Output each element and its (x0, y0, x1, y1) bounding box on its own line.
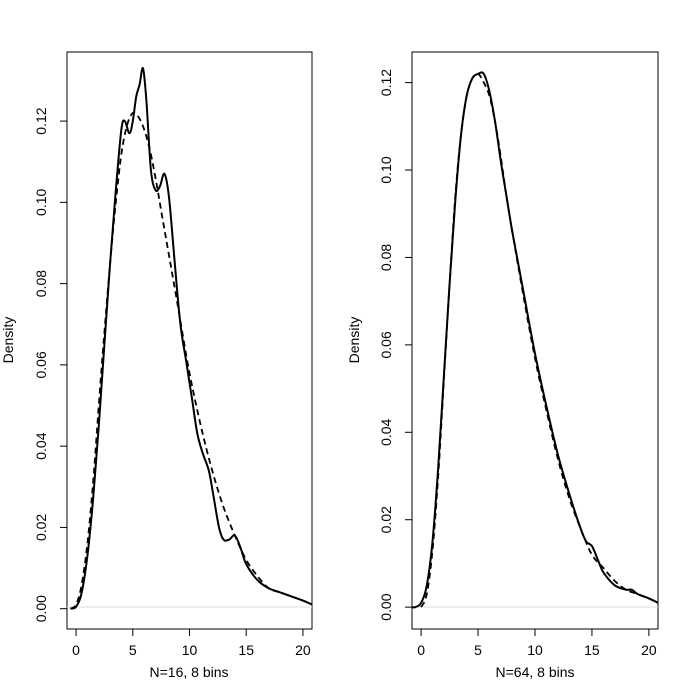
fitted-density-curve (69, 111, 313, 610)
y-tick-label: 0.00 (378, 593, 394, 620)
x-tick-label: 0 (417, 642, 425, 658)
x-tick-label: 10 (182, 642, 198, 658)
y-tick-label: 0.02 (33, 514, 49, 541)
x-tick-label: 5 (129, 642, 137, 658)
y-tick-label: 0.10 (378, 156, 394, 183)
left-panel: 0.00 0.02 0.04 0.06 0.08 0.10 0.12 0 5 10 15 20 De… (0, 51, 313, 680)
y-tick-label: 0.06 (33, 351, 49, 378)
x-tick-label: 15 (584, 642, 600, 658)
x-axis-label: N=16, 8 bins (150, 664, 229, 680)
x-tick-label: 20 (295, 642, 311, 658)
y-axis-label: Density (346, 317, 362, 364)
y-axis: 0.00 0.02 0.04 0.06 0.08 0.10 0.12 (378, 69, 412, 621)
x-axis: 0 5 10 15 20 (72, 629, 311, 658)
y-tick-label: 0.12 (33, 107, 49, 134)
y-tick-label: 0.08 (33, 270, 49, 297)
y-tick-label: 0.04 (378, 418, 394, 445)
x-tick-label: 15 (238, 642, 254, 658)
estimated-density-curve (411, 71, 659, 609)
x-tick-label: 10 (527, 642, 543, 658)
x-tick-label: 5 (474, 642, 482, 658)
right-panel: 0.00 0.02 0.04 0.06 0.08 0.10 0.12 0 5 10 15 20 De… (346, 51, 659, 680)
x-tick-label: 20 (641, 642, 657, 658)
x-axis: 0 5 10 15 20 (417, 629, 657, 658)
y-tick-label: 0.10 (33, 189, 49, 216)
y-tick-label: 0.06 (378, 331, 394, 358)
y-tick-label: 0.12 (378, 69, 394, 96)
x-tick-label: 0 (72, 642, 80, 658)
plot-frame (411, 51, 659, 630)
y-tick-label: 0.00 (33, 595, 49, 622)
fitted-density-curve (420, 72, 659, 608)
x-axis-label: N=64, 8 bins (496, 664, 575, 680)
y-axis: 0.00 0.02 0.04 0.06 0.08 0.10 0.12 (33, 107, 67, 622)
y-tick-label: 0.04 (33, 432, 49, 459)
estimated-density-curve (69, 66, 313, 610)
y-tick-label: 0.08 (378, 244, 394, 271)
y-axis-label: Density (0, 317, 16, 364)
y-tick-label: 0.02 (378, 506, 394, 533)
